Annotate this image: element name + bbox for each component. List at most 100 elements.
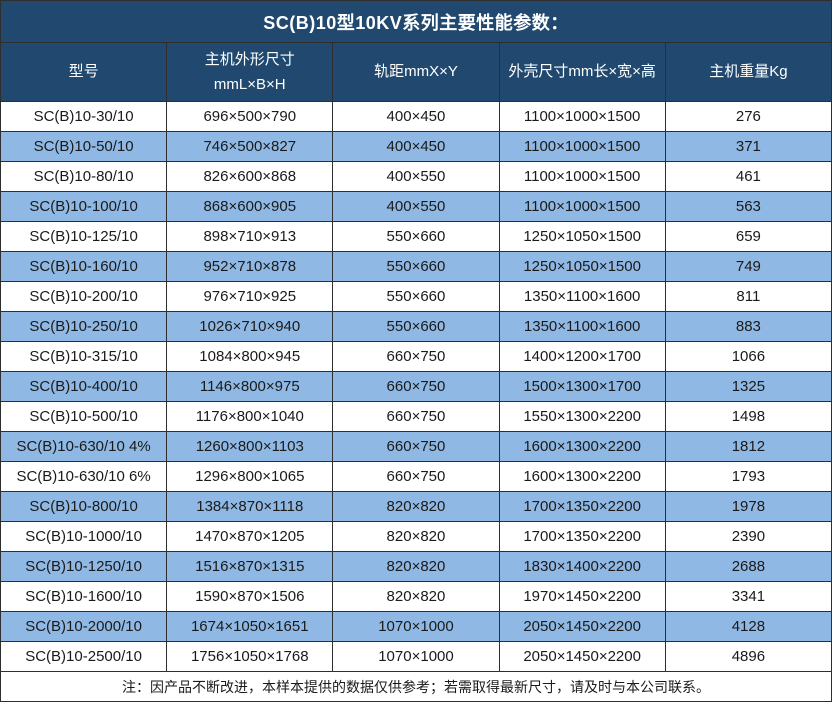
- table-cell: 400×550: [332, 191, 500, 222]
- table-cell: 461: [664, 161, 833, 192]
- table-row: SC(B)10-250/10 1026×710×940 550×660 1350×11…: [0, 311, 833, 342]
- table-cell: SC(B)10-500/10: [0, 401, 168, 432]
- table-cell: SC(B)10-800/10: [0, 491, 168, 522]
- table-cell: SC(B)10-1600/10: [0, 581, 168, 612]
- table-cell: 2688: [664, 551, 833, 582]
- table-body: SC(B)10-30/10 696×500×790 400×450 1100×1000…: [0, 101, 833, 672]
- column-header: 型号: [0, 42, 168, 102]
- table-cell: 1400×1200×1700: [498, 341, 666, 372]
- table-cell: 696×500×790: [166, 101, 334, 132]
- table-cell: 563: [664, 191, 833, 222]
- table-cell: 371: [664, 131, 833, 162]
- table-row: SC(B)10-315/10 1084×800×945 660×750 1400×12…: [0, 341, 833, 372]
- table-cell: SC(B)10-50/10: [0, 131, 168, 162]
- table-row: SC(B)10-800/10 1384×870×1118 820×820 1700×1…: [0, 491, 833, 522]
- table-cell: 2390: [664, 521, 833, 552]
- table-row: SC(B)10-80/10 826×600×868 400×550 1100×1000…: [0, 161, 833, 192]
- table-cell: 276: [664, 101, 833, 132]
- table-cell: 1146×800×975: [166, 371, 334, 402]
- table-cell: 1500×1300×1700: [498, 371, 666, 402]
- table-cell: SC(B)10-400/10: [0, 371, 168, 402]
- table-cell: SC(B)10-315/10: [0, 341, 168, 372]
- table-row: SC(B)10-1600/10 1590×870×1506 820×820 1970×…: [0, 581, 833, 612]
- table-row: SC(B)10-50/10 746×500×827 400×450 1100×1000…: [0, 131, 833, 162]
- table-cell: 1350×1100×1600: [498, 311, 666, 342]
- table-cell: 2050×1450×2200: [498, 611, 666, 642]
- table-cell: 1550×1300×2200: [498, 401, 666, 432]
- table-cell: 1026×710×940: [166, 311, 334, 342]
- table-cell: 868×600×905: [166, 191, 334, 222]
- table-cell: SC(B)10-160/10: [0, 251, 168, 282]
- table-cell: 1830×1400×2200: [498, 551, 666, 582]
- table-cell: 400×450: [332, 131, 500, 162]
- table-cell: SC(B)10-80/10: [0, 161, 168, 192]
- table-cell: SC(B)10-100/10: [0, 191, 168, 222]
- table-cell: 550×660: [332, 251, 500, 282]
- table-cell: SC(B)10-1250/10: [0, 551, 168, 582]
- table-row: SC(B)10-2500/10 1756×1050×1768 1070×1000 20…: [0, 641, 833, 672]
- column-header: 主机重量Kg: [664, 42, 833, 102]
- title-row: SC(B)10型10KV系列主要性能参数：: [0, 0, 832, 43]
- table-row: SC(B)10-630/10 6% 1296×800×1065 660×750 160…: [0, 461, 833, 492]
- table-cell: 1100×1000×1500: [498, 191, 666, 222]
- note-row: 注：因产品不断改进，本样本提供的数据仅供参考；若需取得最新尺寸，请及时与本公司联…: [0, 671, 832, 702]
- column-header: 轨距mmX×Y: [332, 42, 500, 102]
- table-cell: 1700×1350×2200: [498, 491, 666, 522]
- table-cell: 820×820: [332, 491, 500, 522]
- table-cell: 1100×1000×1500: [498, 101, 666, 132]
- table-cell: 1516×870×1315: [166, 551, 334, 582]
- table-cell: 1978: [664, 491, 833, 522]
- table-cell: 660×750: [332, 461, 500, 492]
- table-row: SC(B)10-500/10 1176×800×1040 660×750 1550×1…: [0, 401, 833, 432]
- table-title: SC(B)10型10KV系列主要性能参数：: [0, 0, 832, 43]
- table-cell: 883: [664, 311, 833, 342]
- table-cell: 1296×800×1065: [166, 461, 334, 492]
- table-cell: SC(B)10-125/10: [0, 221, 168, 252]
- table-foot: 注：因产品不断改进，本样本提供的数据仅供参考；若需取得最新尺寸，请及时与本公司联…: [0, 671, 832, 702]
- table-cell: 400×450: [332, 101, 500, 132]
- column-header-row: 型号 主机外形尺寸 mmL×B×H 轨距mmX×Y 外壳尺寸mm长×宽×高 主机重量Kg: [0, 42, 833, 102]
- table-cell: 659: [664, 221, 833, 252]
- column-header: 外壳尺寸mm长×宽×高: [498, 42, 666, 102]
- table-cell: 820×820: [332, 521, 500, 552]
- table-cell: 952×710×878: [166, 251, 334, 282]
- table-cell: SC(B)10-2500/10: [0, 641, 168, 672]
- table-cell: SC(B)10-630/10 6%: [0, 461, 168, 492]
- table-cell: 1070×1000: [332, 611, 500, 642]
- table-row: SC(B)10-400/10 1146×800×975 660×750 1500×13…: [0, 371, 833, 402]
- column-header: 主机外形尺寸 mmL×B×H: [166, 42, 334, 102]
- table-cell: 826×600×868: [166, 161, 334, 192]
- table-cell: 1384×870×1118: [166, 491, 334, 522]
- table-cell: 1700×1350×2200: [498, 521, 666, 552]
- table-row: SC(B)10-1250/10 1516×870×1315 820×820 1830×…: [0, 551, 833, 582]
- table-cell: SC(B)10-1000/10: [0, 521, 168, 552]
- table-cell: 4128: [664, 611, 833, 642]
- table-cell: 1250×1050×1500: [498, 251, 666, 282]
- spec-table-head: SC(B)10型10KV系列主要性能参数： 型号 主机外形尺寸 mmL×B×H 轨距…: [0, 0, 833, 102]
- table-cell: 749: [664, 251, 833, 282]
- table-cell: 660×750: [332, 371, 500, 402]
- table-cell: 1325: [664, 371, 833, 402]
- table-cell: 1100×1000×1500: [498, 131, 666, 162]
- table-cell: 550×660: [332, 221, 500, 252]
- table-cell: 1793: [664, 461, 833, 492]
- table-row: SC(B)10-200/10 976×710×925 550×660 1350×110…: [0, 281, 833, 312]
- table-row: SC(B)10-1000/10 1470×870×1205 820×820 1700×…: [0, 521, 833, 552]
- table-cell: 820×820: [332, 551, 500, 582]
- table-cell: SC(B)10-200/10: [0, 281, 168, 312]
- table-cell: SC(B)10-30/10: [0, 101, 168, 132]
- table-row: SC(B)10-30/10 696×500×790 400×450 1100×1000…: [0, 101, 833, 132]
- table-cell: 1100×1000×1500: [498, 161, 666, 192]
- table-cell: 1070×1000: [332, 641, 500, 672]
- table-cell: 1590×870×1506: [166, 581, 334, 612]
- table-row: SC(B)10-125/10 898×710×913 550×660 1250×105…: [0, 221, 833, 252]
- table-cell: SC(B)10-630/10 4%: [0, 431, 168, 462]
- table-cell: 4896: [664, 641, 833, 672]
- table-cell: SC(B)10-2000/10: [0, 611, 168, 642]
- table-cell: 1756×1050×1768: [166, 641, 334, 672]
- table-cell: 1470×870×1205: [166, 521, 334, 552]
- table-cell: 660×750: [332, 431, 500, 462]
- table-cell: 1260×800×1103: [166, 431, 334, 462]
